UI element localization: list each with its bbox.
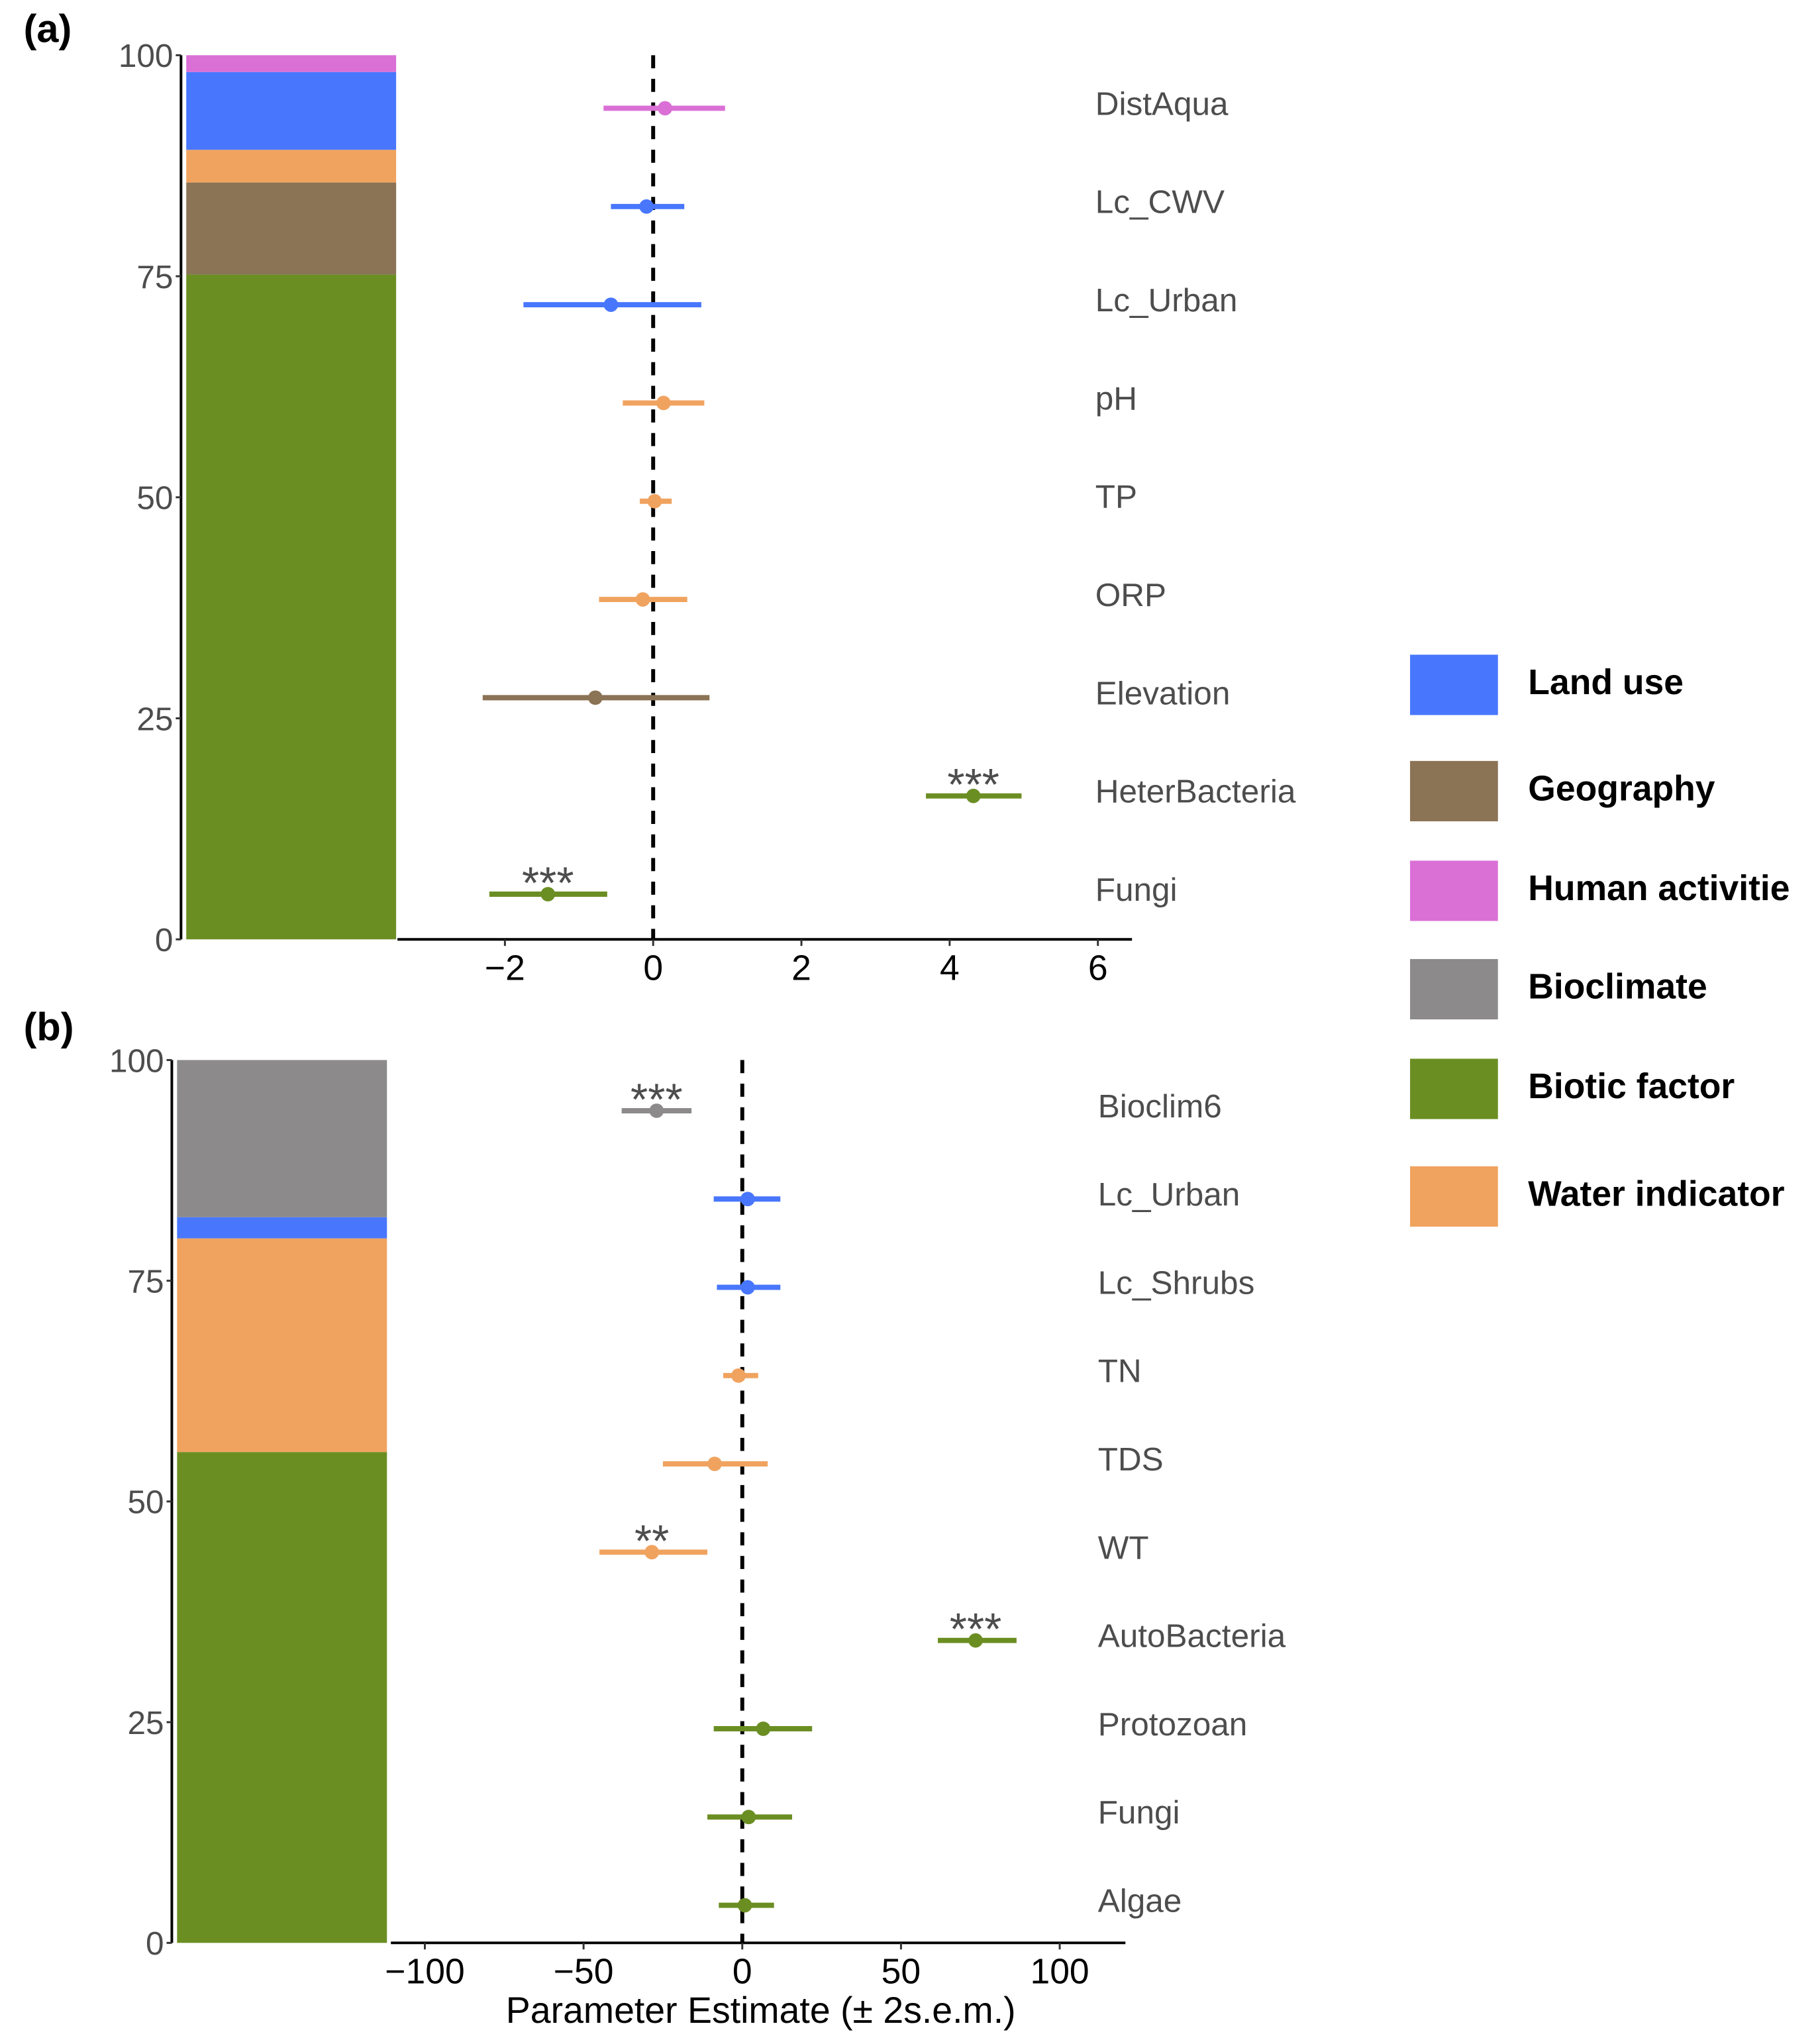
estimate-point <box>740 1192 755 1207</box>
x-tick-label: −50 <box>554 1953 614 1992</box>
estimate-point <box>647 493 662 509</box>
panel-b: (b) 0 25 50 75 100 −100 −50 0 50 100 *** Bioclim6 Lc_… <box>24 1005 1286 2031</box>
y-tick-label: 50 <box>128 1484 164 1521</box>
legend-swatch <box>1410 1058 1498 1119</box>
y-tick-label: 75 <box>136 259 173 295</box>
panel-label: (b) <box>24 1005 74 1049</box>
estimate-point <box>741 1810 756 1825</box>
y-tick-label: 25 <box>128 1705 164 1741</box>
y-tick-label: 75 <box>128 1263 164 1300</box>
panel-label: (a) <box>24 7 72 51</box>
stack-segment <box>177 1238 387 1453</box>
variable-label: Fungi <box>1098 1794 1180 1831</box>
significance-label: ** <box>634 1516 669 1566</box>
variable-label: Fungi <box>1095 872 1178 908</box>
significance-label: *** <box>522 858 574 908</box>
estimate-point <box>968 1633 983 1648</box>
estimate-point <box>740 1280 755 1295</box>
stack-segment <box>186 55 397 72</box>
estimate-point <box>588 690 603 705</box>
variable-label: ORP <box>1095 577 1166 613</box>
variable-label: HeterBacteria <box>1095 774 1296 810</box>
significance-label: *** <box>950 1605 1002 1655</box>
variable-label: Lc_CWV <box>1095 184 1225 221</box>
y-tick-label: 0 <box>155 922 174 958</box>
legend-swatch <box>1410 1166 1498 1227</box>
estimate-point <box>603 297 619 312</box>
variable-label: Bioclim6 <box>1098 1088 1222 1125</box>
legend-swatch <box>1410 654 1498 715</box>
x-tick-label: 0 <box>643 949 663 988</box>
variable-label: Protozoan <box>1098 1706 1248 1743</box>
estimate-point <box>756 1721 771 1736</box>
legend: Land use Geography Human activitie Bioclima… <box>1410 654 1790 1227</box>
estimate-point <box>635 592 650 607</box>
x-axis-title: Parameter Estimate (± 2s.e.m.) <box>506 1990 1016 2031</box>
stack-segment <box>177 1060 387 1217</box>
legend-swatch <box>1410 760 1498 821</box>
variable-label: Elevation <box>1095 675 1231 711</box>
estimate-point <box>737 1898 752 1913</box>
estimate-point <box>731 1368 746 1383</box>
legend-label: Land use <box>1528 663 1684 702</box>
y-tick-label: 50 <box>136 480 173 517</box>
stack-segment <box>186 274 397 940</box>
estimate-point <box>656 395 671 411</box>
significance-label: *** <box>631 1075 683 1125</box>
variable-label: Algae <box>1098 1882 1182 1919</box>
variable-label: Lc_Urban <box>1098 1176 1240 1213</box>
variable-label: DistAqua <box>1095 85 1229 122</box>
variable-label: pH <box>1095 380 1137 417</box>
estimate-point <box>966 788 981 803</box>
stack-segment <box>186 182 397 275</box>
estimate-point <box>658 101 673 116</box>
x-tick-label: 2 <box>791 949 811 988</box>
variable-label: Lc_Urban <box>1095 282 1238 319</box>
legend-swatch <box>1410 958 1498 1020</box>
legend-label: Biotic factor <box>1528 1067 1735 1106</box>
legend-label: Bioclimate <box>1528 967 1707 1006</box>
x-tick-label: −2 <box>485 949 525 988</box>
x-tick-label: 100 <box>1030 1953 1089 1992</box>
stack-segment <box>177 1217 387 1239</box>
stack-segment <box>186 72 397 150</box>
panel-a: (a) 0 25 50 75 100 −2 0 2 4 6 DistAqua Lc_CWV Lc_Urba… <box>24 7 1296 988</box>
y-tick-label: 100 <box>109 1043 164 1079</box>
legend-label: Human activitie <box>1528 869 1790 908</box>
legend-label: Water indicator <box>1528 1174 1784 1213</box>
legend-label: Geography <box>1528 769 1715 808</box>
x-tick-label: 50 <box>882 1953 921 1992</box>
variable-label: TDS <box>1098 1441 1164 1478</box>
stack-segment <box>186 150 397 183</box>
variable-label: TN <box>1098 1353 1142 1390</box>
legend-swatch <box>1410 860 1498 921</box>
y-tick-label: 25 <box>136 701 173 737</box>
variable-label: Lc_Shrubs <box>1098 1264 1255 1301</box>
variable-label: AutoBacteria <box>1098 1618 1286 1655</box>
x-tick-label: 6 <box>1088 949 1108 988</box>
estimate-point <box>649 1103 664 1118</box>
y-tick-label: 100 <box>119 38 174 74</box>
variable-label: WT <box>1098 1529 1149 1566</box>
x-tick-label: −100 <box>385 1953 464 1992</box>
estimate-point <box>707 1456 722 1472</box>
variable-label: TP <box>1095 479 1137 515</box>
x-tick-label: 0 <box>732 1953 752 1992</box>
estimate-point <box>540 887 556 901</box>
estimate-point <box>644 1545 660 1560</box>
x-tick-label: 4 <box>940 949 960 988</box>
estimate-point <box>639 199 654 214</box>
stack-segment <box>177 1452 387 1943</box>
significance-label: *** <box>947 760 999 810</box>
y-tick-label: 0 <box>146 1925 164 1962</box>
